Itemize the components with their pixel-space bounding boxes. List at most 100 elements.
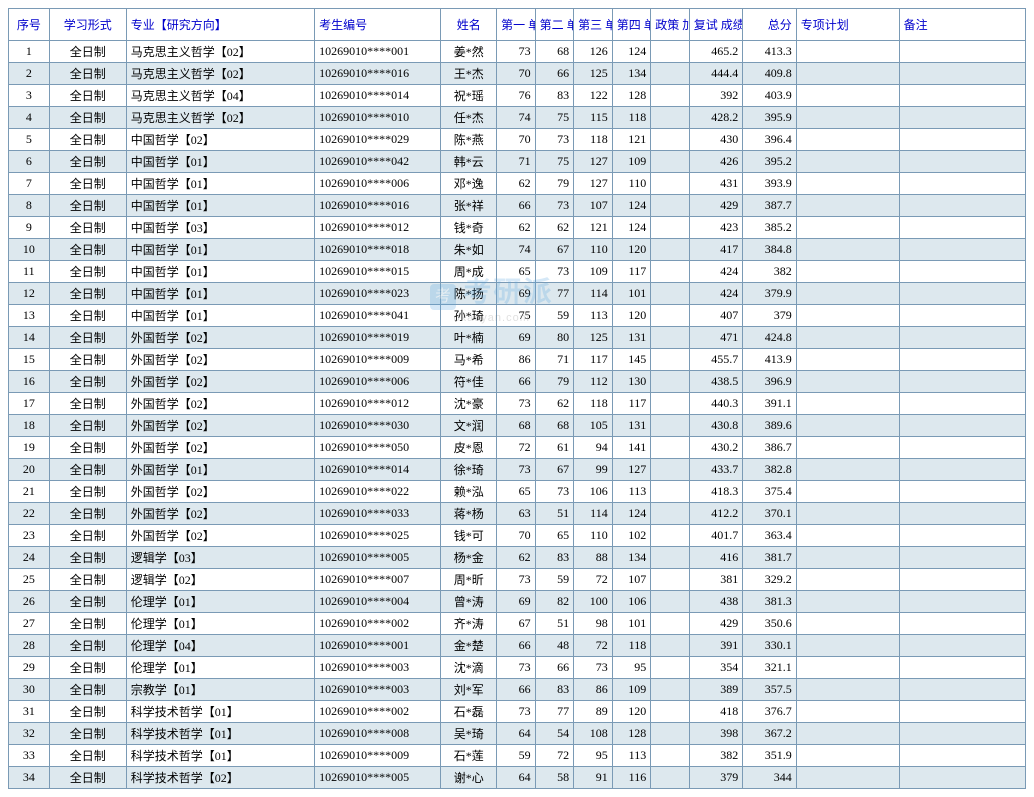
cell-re: 389 [689,679,743,701]
cell-plan [796,657,899,679]
cell-plan [796,283,899,305]
cell-mode: 全日制 [49,459,126,481]
cell-note [899,679,1025,701]
cell-re: 429 [689,613,743,635]
cell-u2: 66 [535,657,574,679]
col-seq: 序号 [9,9,50,41]
cell-re: 430 [689,129,743,151]
cell-total: 367.2 [743,723,797,745]
cell-exid: 10269010****005 [315,547,441,569]
cell-bonus [651,129,690,151]
cell-major: 伦理学【01】 [126,613,314,635]
cell-u3: 105 [574,415,613,437]
cell-u2: 68 [535,415,574,437]
cell-name: 朱*如 [441,239,497,261]
cell-mode: 全日制 [49,569,126,591]
cell-u4: 120 [612,239,651,261]
cell-major: 外国哲学【02】 [126,437,314,459]
cell-note [899,195,1025,217]
cell-total: 382 [743,261,797,283]
cell-re: 379 [689,767,743,789]
cell-u3: 72 [574,635,613,657]
cell-mode: 全日制 [49,239,126,261]
table-row: 24全日制逻辑学【03】10269010****005杨*金6283881344… [9,547,1026,569]
cell-plan [796,195,899,217]
cell-u2: 61 [535,437,574,459]
cell-u3: 99 [574,459,613,481]
cell-u1: 65 [497,481,536,503]
cell-seq: 20 [9,459,50,481]
cell-name: 张*祥 [441,195,497,217]
cell-exid: 10269010****008 [315,723,441,745]
cell-note [899,591,1025,613]
cell-u3: 118 [574,129,613,151]
cell-note [899,569,1025,591]
table-row: 5全日制中国哲学【02】10269010****029陈*燕7073118121… [9,129,1026,151]
cell-mode: 全日制 [49,173,126,195]
cell-major: 马克思主义哲学【02】 [126,41,314,63]
cell-major: 中国哲学【01】 [126,151,314,173]
table-row: 15全日制外国哲学【02】10269010****009马*希867111714… [9,349,1026,371]
cell-u3: 121 [574,217,613,239]
cell-u4: 121 [612,129,651,151]
cell-seq: 34 [9,767,50,789]
cell-re: 430.2 [689,437,743,459]
cell-bonus [651,745,690,767]
cell-plan [796,371,899,393]
cell-total: 344 [743,767,797,789]
table-row: 26全日制伦理学【01】10269010****004曾*涛6982100106… [9,591,1026,613]
cell-re: 381 [689,569,743,591]
cell-bonus [651,481,690,503]
cell-total: 351.9 [743,745,797,767]
cell-bonus [651,63,690,85]
cell-plan [796,41,899,63]
cell-name: 文*润 [441,415,497,437]
cell-note [899,657,1025,679]
cell-mode: 全日制 [49,371,126,393]
cell-seq: 13 [9,305,50,327]
cell-major: 伦理学【04】 [126,635,314,657]
cell-u4: 134 [612,63,651,85]
col-exid: 考生编号 [315,9,441,41]
cell-plan [796,503,899,525]
table-row: 9全日制中国哲学【03】10269010****012钱*奇6262121124… [9,217,1026,239]
table-row: 7全日制中国哲学【01】10269010****006邓*逸6279127110… [9,173,1026,195]
cell-u1: 66 [497,371,536,393]
cell-u2: 66 [535,63,574,85]
table-row: 19全日制外国哲学【02】10269010****050皮*恩726194141… [9,437,1026,459]
cell-mode: 全日制 [49,547,126,569]
cell-major: 外国哲学【02】 [126,481,314,503]
cell-plan [796,767,899,789]
cell-u4: 128 [612,85,651,107]
cell-u1: 73 [497,569,536,591]
cell-u1: 62 [497,547,536,569]
cell-total: 413.9 [743,349,797,371]
cell-seq: 7 [9,173,50,195]
cell-u1: 73 [497,41,536,63]
cell-exid: 10269010****003 [315,657,441,679]
cell-major: 外国哲学【02】 [126,327,314,349]
cell-major: 科学技术哲学【02】 [126,767,314,789]
cell-u1: 62 [497,173,536,195]
cell-u4: 130 [612,371,651,393]
cell-total: 350.6 [743,613,797,635]
cell-mode: 全日制 [49,107,126,129]
cell-u4: 120 [612,701,651,723]
cell-u3: 122 [574,85,613,107]
cell-plan [796,151,899,173]
cell-re: 440.3 [689,393,743,415]
cell-exid: 10269010****016 [315,195,441,217]
cell-re: 392 [689,85,743,107]
cell-mode: 全日制 [49,393,126,415]
cell-exid: 10269010****050 [315,437,441,459]
cell-exid: 10269010****006 [315,371,441,393]
cell-u1: 62 [497,217,536,239]
cell-name: 周*成 [441,261,497,283]
cell-u3: 112 [574,371,613,393]
cell-total: 396.9 [743,371,797,393]
cell-u1: 67 [497,613,536,635]
cell-exid: 10269010****001 [315,41,441,63]
cell-seq: 27 [9,613,50,635]
cell-u1: 74 [497,107,536,129]
cell-exid: 10269010****001 [315,635,441,657]
